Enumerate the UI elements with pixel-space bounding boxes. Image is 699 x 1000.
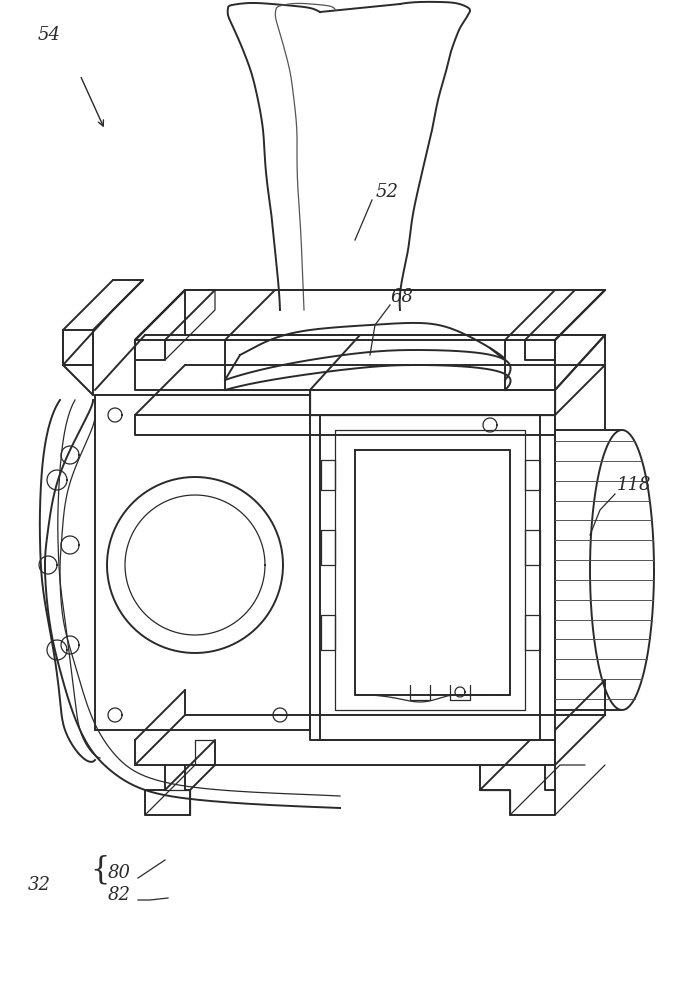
Text: 54: 54 xyxy=(38,26,61,44)
Text: 68: 68 xyxy=(390,288,413,306)
Text: 52: 52 xyxy=(376,183,399,201)
Text: 32: 32 xyxy=(28,876,51,894)
Text: {: { xyxy=(90,854,109,885)
Text: 80: 80 xyxy=(108,864,131,882)
Text: 118: 118 xyxy=(617,476,651,494)
Text: 82: 82 xyxy=(108,886,131,904)
